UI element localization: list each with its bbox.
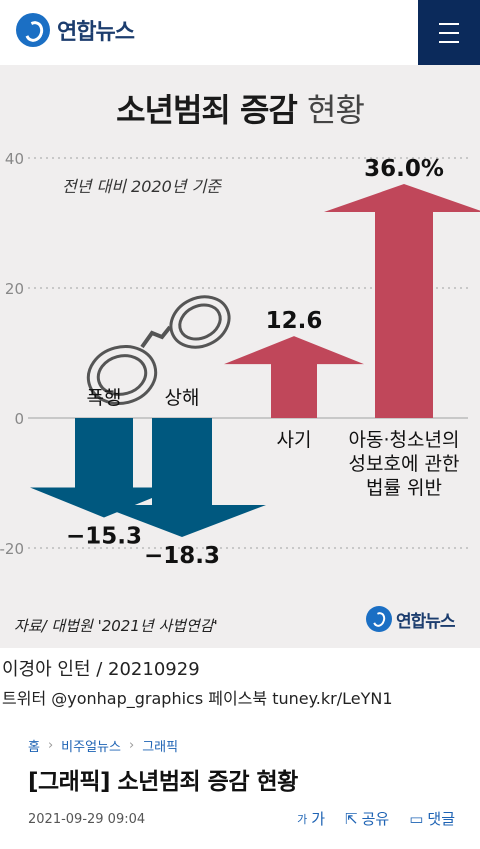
graphic-title-light: 현황 <box>307 91 365 129</box>
yonhap-logo-icon <box>366 606 392 632</box>
site-logo[interactable]: 연합뉴스 <box>16 13 135 47</box>
menu-button[interactable] <box>418 0 480 65</box>
data-label: 12.6 <box>266 308 323 334</box>
bar-arrow <box>30 418 178 518</box>
comment-label: 댓글 <box>427 810 455 828</box>
y-tick-label: -20 <box>0 540 24 558</box>
font-small-icon: 가 <box>297 812 308 826</box>
y-tick-label: 0 <box>14 410 24 428</box>
article-date: 2021-09-29 09:04 <box>28 812 146 827</box>
data-label: 36.0% <box>364 156 444 182</box>
bar-arrow <box>98 418 266 537</box>
category-label: 성보호에 관한 <box>349 453 460 475</box>
author-line: 이경아 인턴 / 20210929 <box>2 659 200 680</box>
logo-text: 연합뉴스 <box>57 20 135 45</box>
byline: 이경아 인턴 / 20210929 트위터 @yonhap_graphics 페… <box>0 655 480 709</box>
breadcrumb: 홈 › 비주얼뉴스 › 그래픽 <box>28 736 178 755</box>
infographic: 소년범죄 증감 현황 전년 대비 2020년 기준 40 20 0 -20 −15.3 폭… <box>0 65 480 648</box>
graphic-logo-text: 연합뉴스 <box>396 611 456 632</box>
graphic-logo: 연합뉴스 <box>366 606 456 632</box>
y-tick-label: 40 <box>5 150 24 168</box>
bar-arrow <box>324 184 480 418</box>
category-label: 폭행 <box>87 387 122 409</box>
share-icon: ⇱ <box>345 809 358 828</box>
breadcrumb-visual-news[interactable]: 비주얼뉴스 <box>61 740 121 755</box>
social-line: 트위터 @yonhap_graphics 페이스북 tuney.kr/LeYN1 <box>2 689 393 708</box>
data-label: −18.3 <box>144 543 220 569</box>
graphic-title-bold: 소년범죄 증감 <box>116 91 298 129</box>
hamburger-icon-line <box>439 31 459 34</box>
y-tick-label: 20 <box>5 280 24 298</box>
bar-arrow <box>224 336 364 418</box>
share-button[interactable]: ⇱ 공유 <box>345 808 389 829</box>
chevron-right-icon: › <box>128 738 135 753</box>
hamburger-icon-line <box>439 22 459 25</box>
yonhap-logo-icon <box>16 13 50 47</box>
font-large-icon: 가 <box>311 810 326 828</box>
category-label: 법률 위반 <box>366 477 442 499</box>
category-label: 상해 <box>165 387 200 409</box>
site-header: 연합뉴스 <box>0 0 480 65</box>
chevron-right-icon: › <box>47 738 54 753</box>
share-label: 공유 <box>361 810 390 828</box>
breadcrumb-home[interactable]: 홈 <box>28 740 40 755</box>
comment-button[interactable]: ▭ 댓글 <box>409 808 455 829</box>
category-label: 아동·청소년의 <box>349 429 460 451</box>
bar-chart: 40 20 0 -20 −15.3 폭행 −18.3 상해 12.6 사기 36.0% 아동·청소년의… <box>0 150 480 569</box>
graphic-subtitle: 전년 대비 2020년 기준 <box>62 177 222 196</box>
graphic-title: 소년범죄 증감 현황 <box>0 85 480 131</box>
data-label: −15.3 <box>66 523 142 549</box>
breadcrumb-graphic[interactable]: 그래픽 <box>142 740 179 755</box>
article-title: [그래픽] 소년범죄 증감 현황 <box>28 769 298 795</box>
category-label: 사기 <box>277 429 312 451</box>
hamburger-icon-line <box>439 40 459 43</box>
handcuffs-icon <box>86 295 231 405</box>
graphic-source: 자료/ 대법원 '2021년 사법연감' <box>14 617 218 635</box>
comment-icon: ▭ <box>409 809 424 828</box>
